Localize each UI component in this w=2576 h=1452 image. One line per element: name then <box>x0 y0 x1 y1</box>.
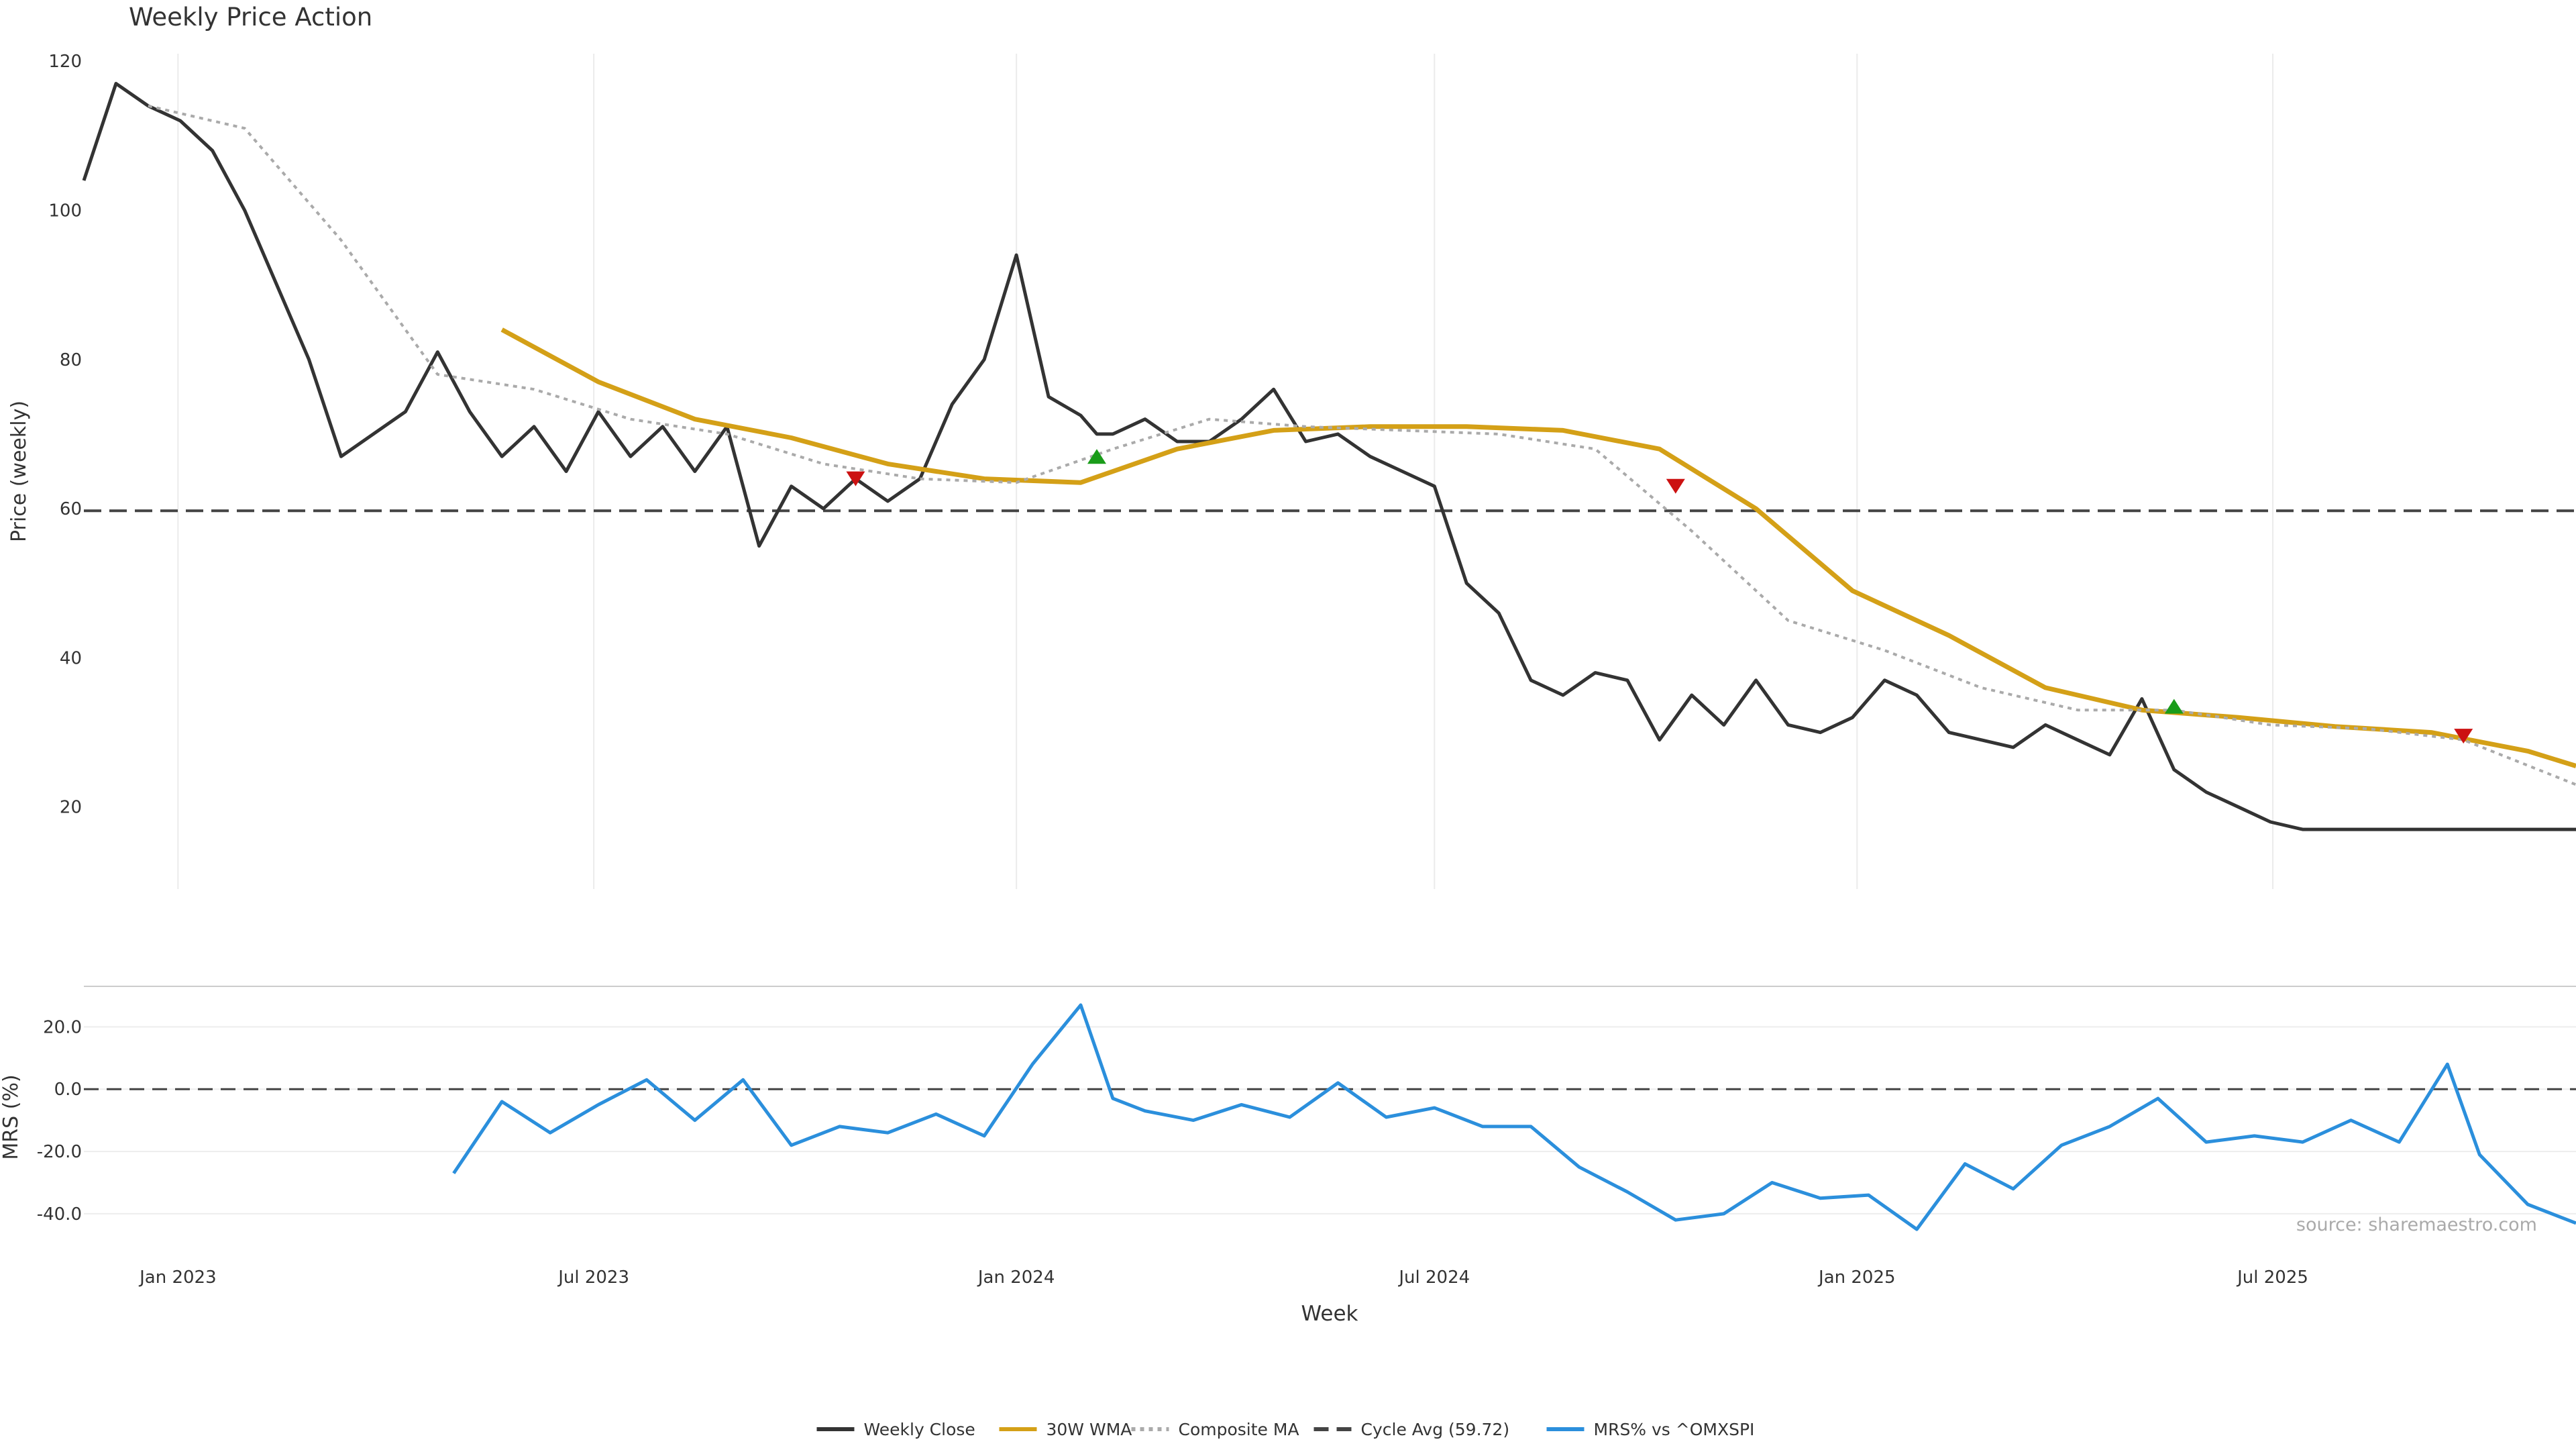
price-y-tick-label: 80 <box>60 350 82 370</box>
legend-label-3: Cycle Avg (59.72) <box>1361 1420 1510 1439</box>
x-tick-label: Jan 2025 <box>1817 1267 1896 1288</box>
mrs-y-tick-label: 20.0 <box>43 1017 82 1037</box>
series-line-3 <box>452 1003 2576 1231</box>
price-y-tick-label: 60 <box>60 499 82 519</box>
price-y-tick-label: 20 <box>60 798 82 818</box>
series-line-0 <box>82 82 2576 831</box>
price-y-axis-label: Price (weekly) <box>7 401 31 542</box>
legend-label-4: MRS% vs ^OMXSPI <box>1594 1420 1755 1439</box>
x-tick-label: Jan 2023 <box>138 1267 217 1288</box>
series-line-2 <box>148 104 2576 786</box>
sell-signal-marker-4 <box>2454 729 2473 744</box>
chart-title: Weekly Price Action <box>129 3 373 32</box>
mrs-y-tick-label: 0.0 <box>54 1080 82 1100</box>
price-y-tick-label: 100 <box>48 201 82 221</box>
mrs-y-tick-label: -20.0 <box>37 1142 82 1162</box>
x-tick-label: Jul 2025 <box>2236 1267 2308 1288</box>
buy-signal-marker-3 <box>2164 698 2184 714</box>
mrs-y-tick-label: -40.0 <box>37 1204 82 1225</box>
sell-signal-marker-0 <box>846 471 865 486</box>
price-y-tick-label: 40 <box>60 648 82 668</box>
series-line-1 <box>500 327 2576 768</box>
x-axis-label: Week <box>1301 1302 1358 1326</box>
x-tick-label: Jul 2023 <box>557 1267 629 1288</box>
price-y-tick-label: 120 <box>48 52 82 72</box>
legend-label-1: 30W WMA <box>1046 1420 1132 1439</box>
legend-label-2: Composite MA <box>1179 1420 1299 1439</box>
buy-signal-marker-1 <box>1087 449 1106 464</box>
x-tick-label: Jul 2024 <box>1397 1267 1470 1288</box>
legend-label-0: Weekly Close <box>864 1420 975 1439</box>
x-tick-label: Jan 2024 <box>977 1267 1055 1288</box>
sell-signal-marker-2 <box>1666 478 1685 494</box>
source-note: source: sharemaestro.com <box>2296 1214 2537 1235</box>
mrs-y-axis-label: MRS (%) <box>0 1074 23 1159</box>
